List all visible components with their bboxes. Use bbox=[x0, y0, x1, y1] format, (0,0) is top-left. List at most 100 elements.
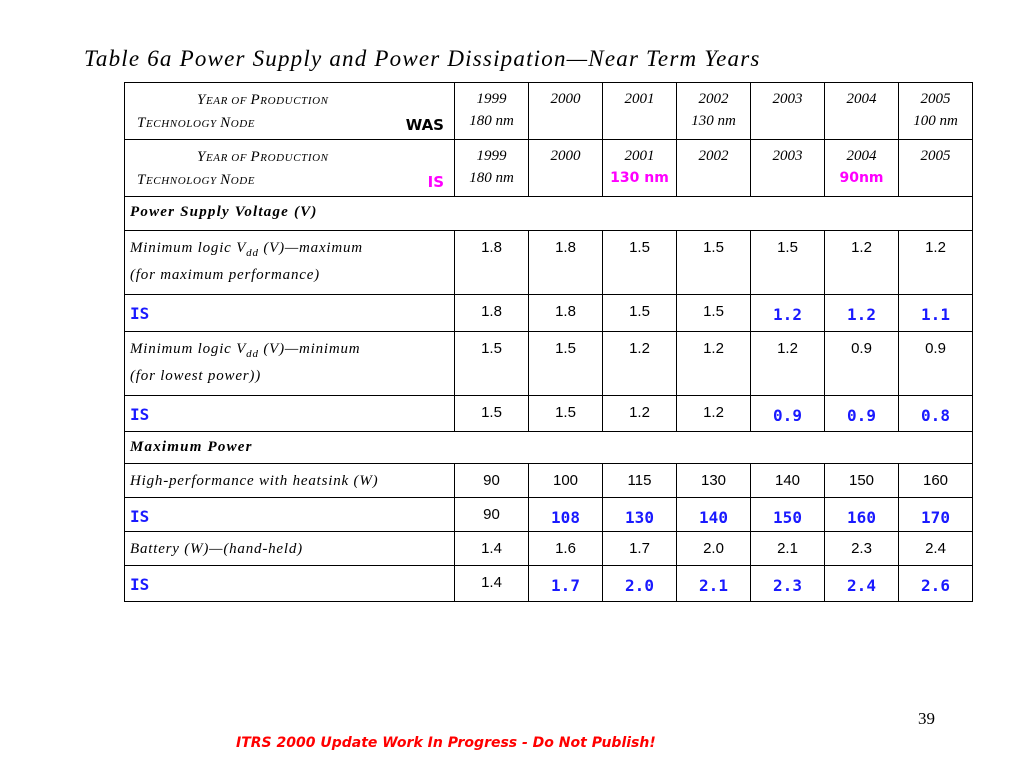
table-cell: 1.5 bbox=[602, 294, 677, 332]
table-cell: 2001 bbox=[602, 82, 677, 140]
table-cell: 1.2 bbox=[676, 331, 751, 396]
table-cell: 1.2 bbox=[898, 230, 973, 295]
table-cell: 1999 180 nm bbox=[454, 139, 529, 197]
row-vdd-max: Minimum logic Vdd (V)—maximum (for maximu… bbox=[124, 230, 973, 295]
table-cell: 1.8 bbox=[528, 294, 603, 332]
row-battery: Battery (W)—(hand-held) 1.4 1.6 1.7 2.0 2.… bbox=[124, 531, 973, 566]
table-cell: 1.7 bbox=[602, 531, 677, 566]
row-battery-is: IS 1.4 1.7 2.0 2.1 2.3 2.4 2.6 bbox=[124, 565, 973, 602]
table-cell: 1.5 bbox=[676, 294, 751, 332]
table-cell: 130 bbox=[602, 497, 677, 532]
table-cell: 1.8 bbox=[528, 230, 603, 295]
table-cell: 1.2 bbox=[824, 230, 899, 295]
header-row-is: YEAR OF PRODUCTION TECHNOLOGY NODE IS 19… bbox=[124, 139, 973, 197]
table-cell: 2002 bbox=[676, 139, 751, 197]
table-cell: IS bbox=[124, 497, 455, 532]
table-cell: 2.4 bbox=[824, 565, 899, 602]
table-cell: 2001 130 nm bbox=[602, 139, 677, 197]
is-tag: IS bbox=[427, 173, 444, 191]
table-cell: 140 bbox=[676, 497, 751, 532]
table-cell: 160 bbox=[898, 463, 973, 498]
table-cell: 90 bbox=[454, 497, 529, 532]
section-max-power: Maximum Power bbox=[124, 431, 973, 464]
table-cell: 1.5 bbox=[676, 230, 751, 295]
table-cell: 90 bbox=[454, 463, 529, 498]
table-cell: 1.5 bbox=[454, 395, 529, 432]
table-cell: 1.5 bbox=[750, 230, 825, 295]
table-cell: 2004 90nm bbox=[824, 139, 899, 197]
table-cell: 1.2 bbox=[602, 331, 677, 396]
table-cell: 1.5 bbox=[528, 331, 603, 396]
table-cell: 150 bbox=[824, 463, 899, 498]
table-cell: 2003 bbox=[750, 82, 825, 140]
power-table: YEAR OF PRODUCTION TECHNOLOGY NODE WAS 1… bbox=[124, 82, 973, 602]
table-cell: 1.2 bbox=[824, 294, 899, 332]
table-cell: IS bbox=[124, 565, 455, 602]
page-number: 39 bbox=[918, 709, 935, 728]
table-cell: IS bbox=[124, 294, 455, 332]
table-cell: 1.7 bbox=[528, 565, 603, 602]
table-cell: Power Supply Voltage (V) bbox=[124, 196, 973, 231]
table-cell: 2.1 bbox=[676, 565, 751, 602]
table-cell: 1.5 bbox=[528, 395, 603, 432]
table-cell: 2.3 bbox=[750, 565, 825, 602]
table-cell: 1.6 bbox=[528, 531, 603, 566]
header-label-was: YEAR OF PRODUCTION TECHNOLOGY NODE WAS bbox=[124, 82, 455, 140]
table-cell: 115 bbox=[602, 463, 677, 498]
header-label-is: YEAR OF PRODUCTION TECHNOLOGY NODE IS bbox=[124, 139, 455, 197]
table-cell: 2002 130 nm bbox=[676, 82, 751, 140]
table-title: Table 6a Power Supply and Power Dissipat… bbox=[84, 46, 761, 71]
section-power-supply: Power Supply Voltage (V) bbox=[124, 196, 973, 231]
table-cell: Minimum logic Vdd (V)—maximum (for maximu… bbox=[124, 230, 455, 295]
table-cell: 1.2 bbox=[602, 395, 677, 432]
table-cell: 1999 180 nm bbox=[454, 82, 529, 140]
table-cell: 2005 bbox=[898, 139, 973, 197]
table-cell: Minimum logic Vdd (V)—minimum (for lowest… bbox=[124, 331, 455, 396]
table-cell: 1.5 bbox=[454, 331, 529, 396]
table-cell: 0.9 bbox=[898, 331, 973, 396]
table-cell: 0.9 bbox=[824, 331, 899, 396]
table-cell: 2.4 bbox=[898, 531, 973, 566]
table-cell: 2.6 bbox=[898, 565, 973, 602]
table-cell: 170 bbox=[898, 497, 973, 532]
table-cell: 1.2 bbox=[750, 331, 825, 396]
table-cell: 2004 bbox=[824, 82, 899, 140]
table-cell: 108 bbox=[528, 497, 603, 532]
table-cell: 1.5 bbox=[602, 230, 677, 295]
table-cell: 2005 100 nm bbox=[898, 82, 973, 140]
row-vdd-min: Minimum logic Vdd (V)—minimum (for lowest… bbox=[124, 331, 973, 396]
table-cell: 0.8 bbox=[898, 395, 973, 432]
table-cell: 2000 bbox=[528, 139, 603, 197]
table-cell: 150 bbox=[750, 497, 825, 532]
table-cell: 100 bbox=[528, 463, 603, 498]
header-row-was: YEAR OF PRODUCTION TECHNOLOGY NODE WAS 1… bbox=[124, 82, 973, 140]
table-cell: Battery (W)—(hand-held) bbox=[124, 531, 455, 566]
table-cell: 1.1 bbox=[898, 294, 973, 332]
table-cell: Maximum Power bbox=[124, 431, 973, 464]
table-cell: IS bbox=[124, 395, 455, 432]
table-cell: 1.4 bbox=[454, 565, 529, 602]
table-cell: 0.9 bbox=[824, 395, 899, 432]
table-cell: 1.4 bbox=[454, 531, 529, 566]
footer-notice: ITRS 2000 Update Work In Progress - Do N… bbox=[236, 735, 656, 751]
row-vdd-max-is: IS 1.8 1.8 1.5 1.5 1.2 1.2 1.1 bbox=[124, 294, 973, 332]
table-cell: 2.0 bbox=[676, 531, 751, 566]
table-cell: 2.3 bbox=[824, 531, 899, 566]
row-vdd-min-is: IS 1.5 1.5 1.2 1.2 0.9 0.9 0.8 bbox=[124, 395, 973, 432]
row-hp-heatsink: High-performance with heatsink (W) 90 100… bbox=[124, 463, 973, 498]
table-cell: 2.0 bbox=[602, 565, 677, 602]
table-cell: 2003 bbox=[750, 139, 825, 197]
table-cell: 1.2 bbox=[750, 294, 825, 332]
table-cell: 140 bbox=[750, 463, 825, 498]
table-cell: 160 bbox=[824, 497, 899, 532]
table-cell: 1.8 bbox=[454, 294, 529, 332]
was-tag: WAS bbox=[405, 116, 444, 134]
table-cell: 2.1 bbox=[750, 531, 825, 566]
table-cell: 0.9 bbox=[750, 395, 825, 432]
row-hp-heatsink-is: IS 90 108 130 140 150 160 170 bbox=[124, 497, 973, 532]
table-cell: High-performance with heatsink (W) bbox=[124, 463, 455, 498]
table-cell: 1.8 bbox=[454, 230, 529, 295]
table-cell: 1.2 bbox=[676, 395, 751, 432]
table-cell: 130 bbox=[676, 463, 751, 498]
table-cell: 2000 bbox=[528, 82, 603, 140]
